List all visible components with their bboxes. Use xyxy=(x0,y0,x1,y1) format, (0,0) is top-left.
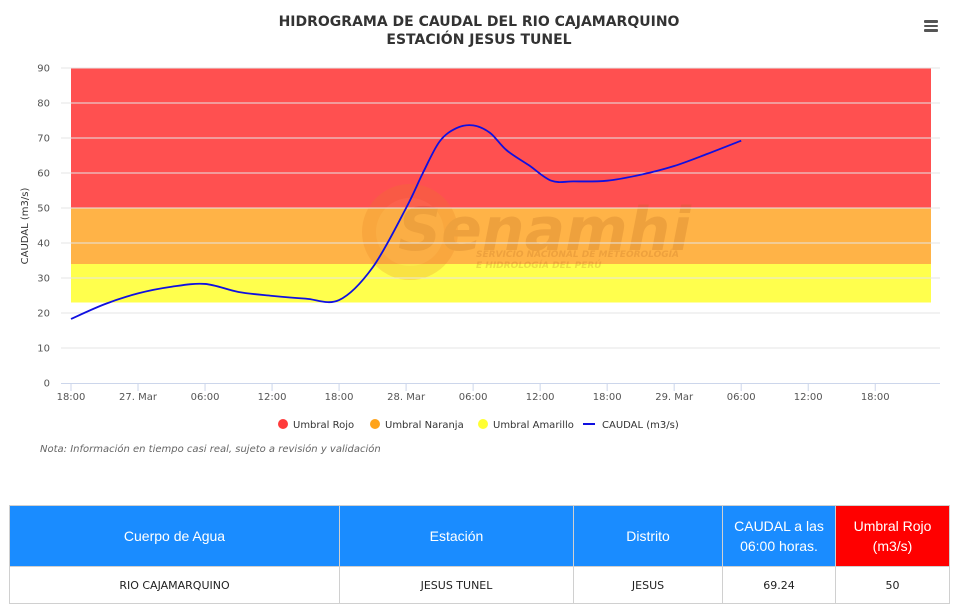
legend-marker xyxy=(478,419,488,429)
station-table: Cuerpo de Agua Estación Distrito CAUDAL … xyxy=(9,505,950,604)
band-umbral-amarillo xyxy=(71,264,931,303)
x-tick-label: 06:00 xyxy=(459,392,488,403)
table-row: RIO CAJAMARQUINO JESUS TUNEL JESUS 69.24… xyxy=(9,566,950,604)
header-caudal-06: CAUDAL a las 06:00 horas. xyxy=(722,505,836,567)
legend-marker xyxy=(370,419,380,429)
watermark-caption-line1: SERVICIO NACIONAL DE METEOROLOGÍA xyxy=(476,248,679,260)
y-tick-label: 30 xyxy=(37,274,50,285)
hamburger-menu-icon[interactable] xyxy=(920,17,942,35)
hydrograph-chart: Senamhi SERVICIO NACIONAL DE METEOROLOGÍ… xyxy=(20,64,940,431)
legend-label: Umbral Amarillo xyxy=(493,420,574,431)
x-tick-label: 18:00 xyxy=(861,392,890,403)
legend-item[interactable]: CAUDAL (m3/s) xyxy=(583,420,679,431)
watermark-logo-text: Senamhi xyxy=(398,195,692,265)
y-tick-label: 60 xyxy=(37,169,50,180)
threshold-bands xyxy=(71,68,931,303)
x-tick-label: 29. Mar xyxy=(655,392,694,403)
cell-cuerpo-de-agua: RIO CAJAMARQUINO xyxy=(9,566,340,604)
chart-subtitle: ESTACIÓN JESUS TUNEL xyxy=(386,32,572,48)
cell-caudal: 69.24 xyxy=(722,566,836,604)
legend-marker xyxy=(278,419,288,429)
band-umbral-naranja xyxy=(71,208,931,264)
chart-note: Nota: Información en tiempo casi real, s… xyxy=(40,444,381,455)
cell-umbral-rojo: 50 xyxy=(835,566,950,604)
table-header-row: Cuerpo de Agua Estación Distrito CAUDAL … xyxy=(9,505,950,567)
x-axis: 18:00 27. Mar 06:00 12:00 18:00 28. Mar 06:00 1… xyxy=(57,383,940,403)
x-tick-label: 12:00 xyxy=(258,392,287,403)
legend-item[interactable]: Umbral Naranja xyxy=(370,419,464,431)
legend-label: Umbral Rojo xyxy=(293,420,354,431)
x-tick-label: 12:00 xyxy=(526,392,555,403)
legend-label: CAUDAL (m3/s) xyxy=(602,420,679,431)
y-tick-label: 70 xyxy=(37,134,50,145)
x-tick-label: 27. Mar xyxy=(119,392,158,403)
series-line-caudal xyxy=(70,124,742,320)
y-axis: 0 10 20 30 40 50 60 70 80 90 xyxy=(37,64,50,390)
watermark-caption-line2: E HIDROLOGÍA DEL PERÚ xyxy=(476,259,602,271)
x-tick-label: 06:00 xyxy=(191,392,220,403)
legend-item[interactable]: Umbral Amarillo xyxy=(478,419,574,431)
series-layer xyxy=(70,124,742,320)
x-tick-label: 28. Mar xyxy=(387,392,426,403)
x-tick-label: 12:00 xyxy=(794,392,823,403)
chart-legend: Umbral Rojo Umbral Naranja Umbral Amarillo… xyxy=(278,419,679,431)
cell-distrito: JESUS xyxy=(573,566,723,604)
y-tick-label: 90 xyxy=(37,64,50,75)
x-tick-label: 06:00 xyxy=(727,392,756,403)
y-tick-label: 40 xyxy=(37,239,50,250)
header-cuerpo-de-agua: Cuerpo de Agua xyxy=(9,505,340,567)
header-estacion: Estación xyxy=(339,505,574,567)
header-umbral-rojo: Umbral Rojo (m3/s) xyxy=(835,505,950,567)
legend-label: Umbral Naranja xyxy=(385,420,464,431)
y-tick-label: 0 xyxy=(44,379,50,390)
cell-estacion: JESUS TUNEL xyxy=(339,566,574,604)
header-distrito: Distrito xyxy=(573,505,723,567)
y-tick-label: 80 xyxy=(37,99,50,110)
chart-title: HIDROGRAMA DE CAUDAL DEL RIO CAJAMARQUIN… xyxy=(278,14,680,30)
legend-item[interactable]: Umbral Rojo xyxy=(278,419,354,431)
x-tick-label: 18:00 xyxy=(593,392,622,403)
grid-lines xyxy=(61,67,940,349)
chart-container: HIDROGRAMA DE CAUDAL DEL RIO CAJAMARQUIN… xyxy=(20,14,942,431)
y-axis-label: CAUDAL (m3/s) xyxy=(20,188,31,265)
y-tick-label: 10 xyxy=(37,344,50,355)
y-tick-label: 20 xyxy=(37,309,50,320)
x-tick-label: 18:00 xyxy=(325,392,354,403)
y-tick-label: 50 xyxy=(37,204,50,215)
x-tick-label: 18:00 xyxy=(57,392,86,403)
